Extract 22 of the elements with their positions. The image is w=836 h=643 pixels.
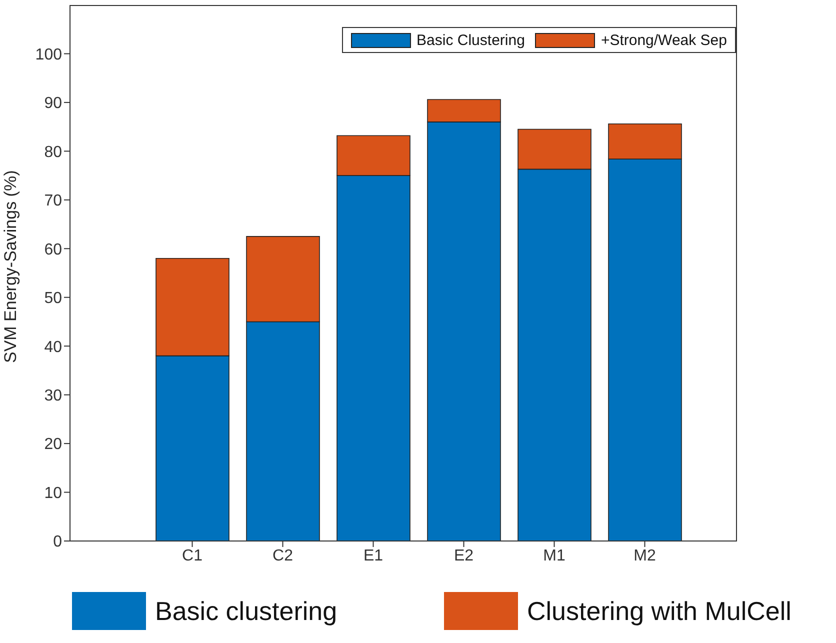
text: Clustering with MulCell — [527, 596, 792, 626]
x-tick-label: M1 — [543, 547, 566, 564]
y-tick-label: 0 — [53, 534, 62, 551]
y-tick-label: 30 — [44, 388, 62, 404]
y-tick-label: 70 — [44, 192, 62, 210]
y-tick-label: 40 — [44, 338, 62, 356]
legend-label: Basic Clustering — [416, 32, 525, 48]
y-tick-label: 20 — [44, 436, 62, 454]
y-tick-label: 10 — [44, 484, 62, 502]
x-tick-label: C2 — [272, 547, 294, 564]
x-tick-label: E1 — [363, 547, 384, 564]
y-tick-label: 80 — [44, 144, 62, 161]
y-tick-label: 50 — [44, 290, 62, 308]
legend-label: +Strong/Weak Sep — [600, 32, 727, 48]
y-tick-label: 90 — [44, 95, 62, 112]
x-tick-label: M2 — [634, 547, 656, 564]
y-axis-title: SVM Energy-Savings (%) — [1, 170, 20, 363]
x-tick-label: C1 — [182, 547, 203, 564]
y-tick-label: 100 — [35, 46, 62, 64]
y-tick-label: 60 — [44, 241, 62, 258]
text: Basic clustering — [155, 596, 338, 626]
x-tick-label: E2 — [454, 547, 474, 564]
